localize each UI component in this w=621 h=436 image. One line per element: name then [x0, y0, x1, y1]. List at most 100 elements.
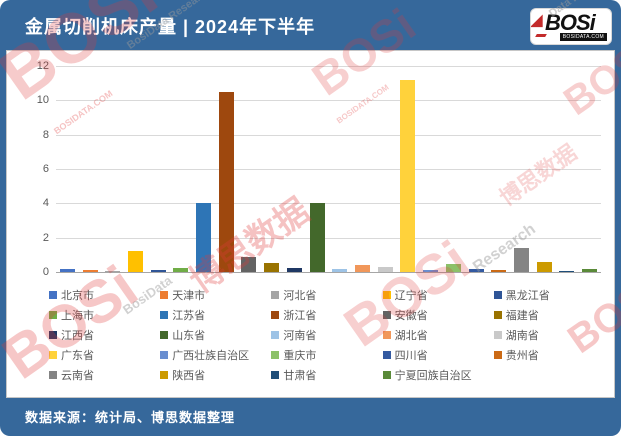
- legend-item-河北省: 河北省: [271, 287, 378, 303]
- bar-湖南省: [377, 266, 393, 272]
- gridline-10: [56, 100, 601, 102]
- bar-北京市: [59, 268, 75, 272]
- legend-label: 广东省: [61, 350, 94, 362]
- legend-label: 天津市: [172, 290, 206, 302]
- legend-swatch-icon: [49, 371, 57, 379]
- legend: 北京市 天津市 河北省 辽宁省 黑龙江省上海市 江苏省 浙江省 安徽省 福建省江西省 山东省 河南省…: [49, 287, 601, 383]
- legend-label: 广西壮族自治区: [172, 350, 250, 362]
- legend-item-天津市: 天津市: [160, 287, 267, 303]
- legend-item-浙江省: 浙江省: [271, 307, 378, 323]
- y-tick-label-0: 0: [42, 266, 49, 278]
- chart-panel: 0 2 4 6 8 10 12 北京市 天津市 河北省 辽宁省 黑龙江省 上海市 江苏省 浙江省 安徽省 福建…: [6, 50, 615, 398]
- legend-label: 安徽省: [394, 310, 428, 322]
- legend-item-广西壮族自治区: 广西壮族自治区: [160, 347, 267, 363]
- gridline-4: [56, 203, 601, 205]
- bar-天津市: [82, 270, 98, 272]
- legend-item-四川省: 四川省: [382, 347, 490, 363]
- bar-河南省: [332, 269, 348, 272]
- gridline-8: [56, 134, 601, 136]
- bar-series: [56, 66, 601, 272]
- legend-swatch-icon: [382, 311, 391, 319]
- legend-item-黑龙江省: 黑龙江省: [493, 287, 601, 303]
- gridline-2: [56, 237, 601, 239]
- legend-label: 北京市: [61, 290, 94, 302]
- legend-swatch-icon: [160, 291, 169, 299]
- header-bar: 金属切削机床产量 | 2024年下半年 BOSi BOSIDATA.COM: [0, 0, 621, 50]
- logo-accent-icon: [535, 34, 547, 37]
- legend-label: 山东省: [172, 330, 206, 342]
- bar-上海市: [173, 267, 189, 272]
- legend-swatch-icon: [382, 351, 391, 359]
- legend-item-福建省: 福建省: [493, 307, 601, 323]
- legend-swatch-icon: [49, 311, 57, 319]
- bosi-logo: BOSi BOSIDATA.COM: [530, 8, 612, 45]
- bar-云南省: [513, 247, 529, 272]
- bar-甘肃省: [559, 270, 575, 272]
- logo-text: BOSi: [545, 10, 596, 35]
- bar-河北省: [105, 271, 121, 272]
- legend-item-湖北省: 湖北省: [382, 327, 490, 343]
- bar-贵州省: [491, 270, 507, 272]
- bar-广东省: [400, 79, 416, 272]
- legend-swatch-icon: [493, 311, 502, 319]
- data-source-note: 数据来源：统计局、博思数据整理: [25, 410, 236, 425]
- legend-swatch-icon: [49, 291, 57, 299]
- bar-安徽省: [241, 256, 257, 272]
- bar-湖北省: [354, 265, 370, 272]
- legend-swatch-icon: [382, 291, 391, 299]
- gridline-6: [56, 169, 601, 170]
- legend-item-湖南省: 湖南省: [493, 327, 601, 343]
- y-tick-label-10: 10: [36, 94, 49, 107]
- legend-item-辽宁省: 辽宁省: [382, 287, 490, 303]
- bar-宁夏回族自治区: [582, 269, 598, 272]
- legend-label: 宁夏回族自治区: [394, 370, 472, 382]
- bar-广西壮族自治区: [423, 270, 439, 272]
- y-tick-label-6: 6: [42, 163, 49, 175]
- legend-label: 湖南省: [505, 330, 539, 342]
- legend-label: 河北省: [283, 290, 317, 302]
- bar-江苏省: [196, 203, 212, 272]
- y-tick-label-8: 8: [42, 128, 49, 141]
- legend-item-河南省: 河南省: [271, 327, 378, 343]
- legend-item-贵州省: 贵州省: [493, 347, 601, 363]
- legend-item-江苏省: 江苏省: [160, 307, 267, 323]
- bar-浙江省: [218, 91, 234, 272]
- legend-label: 江西省: [61, 330, 94, 342]
- legend-swatch-icon: [493, 331, 502, 339]
- legend-item-宁夏回族自治区: 宁夏回族自治区: [382, 367, 490, 383]
- legend-item-山东省: 山东省: [160, 327, 267, 343]
- legend-item-江西省: 江西省: [49, 327, 156, 343]
- legend-label: 甘肃省: [283, 370, 317, 382]
- legend-label: 云南省: [61, 370, 94, 382]
- legend-label: 上海市: [61, 310, 94, 322]
- plot-area: [56, 66, 601, 273]
- y-tick-label-2: 2: [42, 231, 49, 244]
- legend-swatch-icon: [382, 371, 391, 379]
- gridline-12: [56, 66, 601, 67]
- bar-重庆市: [445, 264, 461, 272]
- legend-swatch-icon: [271, 331, 280, 339]
- legend-swatch-icon: [49, 351, 57, 359]
- legend-swatch-icon: [493, 291, 502, 299]
- logo-site-text: BOSIDATA.COM: [559, 33, 607, 41]
- legend-label: 黑龙江省: [505, 290, 550, 302]
- bar-黑龙江省: [150, 270, 166, 272]
- legend-label: 贵州省: [505, 350, 539, 362]
- legend-item-甘肃省: 甘肃省: [271, 367, 378, 383]
- legend-item-云南省: 云南省: [49, 367, 156, 383]
- legend-item-重庆市: 重庆市: [271, 347, 378, 363]
- legend-label: 辽宁省: [394, 290, 428, 302]
- legend-swatch-icon: [160, 371, 169, 379]
- bar-四川省: [468, 269, 484, 272]
- legend-item-上海市: 上海市: [49, 307, 156, 323]
- legend-label: 福建省: [505, 310, 539, 322]
- legend-swatch-icon: [49, 331, 57, 339]
- legend-item-北京市: 北京市: [49, 287, 156, 303]
- legend-item-安徽省: 安徽省: [382, 307, 490, 323]
- legend-label: 浙江省: [283, 310, 317, 322]
- legend-swatch-icon: [271, 291, 280, 299]
- legend-swatch-icon: [160, 331, 169, 339]
- legend-item-陕西省: 陕西省: [160, 367, 267, 383]
- y-tick-label-12: 12: [36, 60, 49, 72]
